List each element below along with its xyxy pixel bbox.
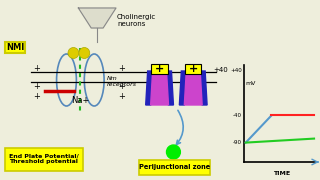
Polygon shape	[78, 8, 116, 28]
Text: +: +	[33, 91, 40, 100]
Text: +: +	[188, 64, 198, 74]
Circle shape	[79, 48, 90, 58]
Text: NMI: NMI	[6, 42, 24, 51]
Text: Perijunctional zone: Perijunctional zone	[139, 164, 210, 170]
FancyBboxPatch shape	[4, 147, 83, 170]
Text: TIME: TIME	[273, 171, 291, 176]
Text: -90: -90	[233, 140, 242, 145]
Text: End Plate Potential/
Threshold potential: End Plate Potential/ Threshold potential	[9, 154, 79, 164]
Circle shape	[166, 145, 180, 159]
Polygon shape	[200, 71, 207, 105]
FancyBboxPatch shape	[139, 159, 210, 174]
Text: +40: +40	[230, 68, 242, 73]
FancyBboxPatch shape	[4, 42, 25, 53]
Text: +: +	[118, 64, 125, 73]
Text: Nm
receptors: Nm receptors	[107, 76, 137, 87]
Text: +: +	[118, 91, 125, 100]
FancyBboxPatch shape	[185, 64, 202, 74]
Text: Na+: Na+	[71, 96, 90, 105]
Text: mV: mV	[246, 80, 256, 86]
Text: +: +	[155, 64, 164, 74]
FancyArrowPatch shape	[176, 110, 183, 145]
FancyBboxPatch shape	[151, 64, 168, 74]
Text: +40: +40	[213, 67, 228, 73]
Polygon shape	[151, 71, 169, 105]
Polygon shape	[180, 71, 186, 105]
Text: +: +	[118, 82, 125, 91]
Polygon shape	[166, 71, 173, 105]
Polygon shape	[146, 71, 153, 105]
Polygon shape	[184, 71, 202, 105]
Text: +: +	[33, 82, 40, 91]
Text: -40: -40	[233, 113, 242, 118]
Text: +: +	[33, 64, 40, 73]
Text: Cholinergic
neurons: Cholinergic neurons	[117, 14, 156, 27]
Circle shape	[68, 48, 79, 58]
